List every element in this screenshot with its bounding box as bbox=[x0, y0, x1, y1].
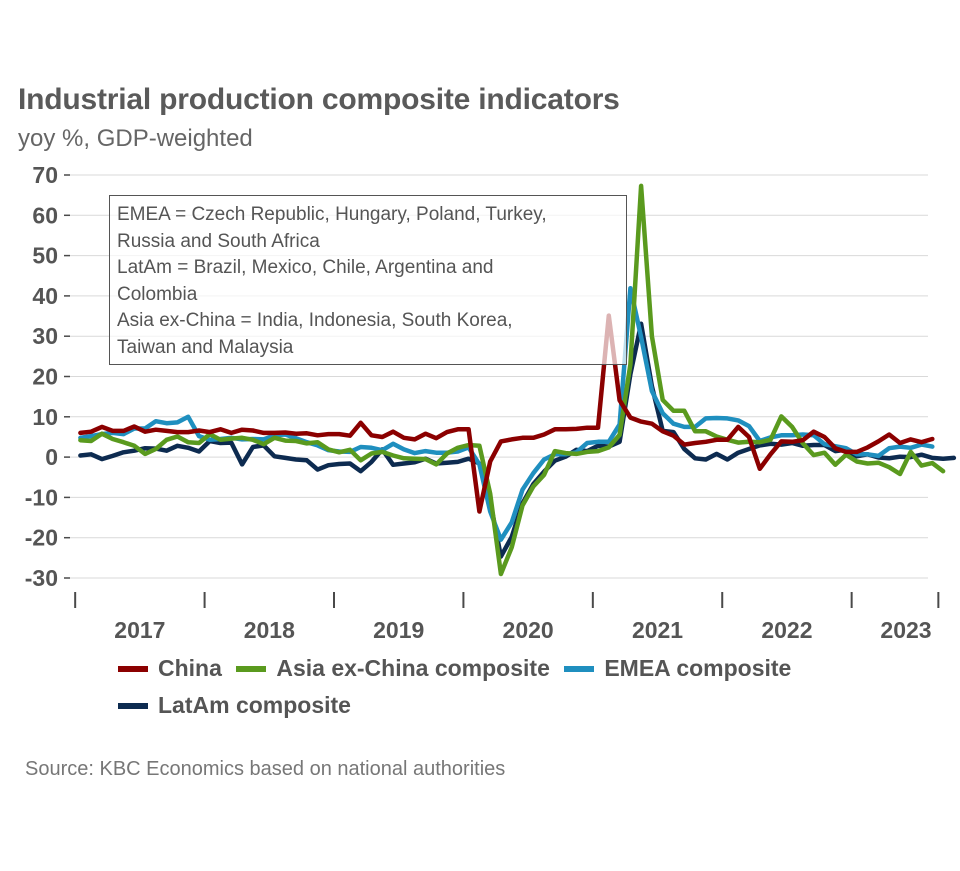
country-definitions-note: EMEA = Czech Republic, Hungary, Poland, … bbox=[109, 195, 627, 365]
legend-label-china: China bbox=[158, 655, 222, 681]
x-tick-label: 2017 bbox=[114, 617, 165, 643]
legend-swatch-latam bbox=[118, 702, 148, 709]
legend-item-latam: LatAm composite bbox=[118, 692, 351, 719]
note-line: LatAm = Brazil, Mexico, Chile, Argentina… bbox=[117, 257, 494, 278]
legend-swatch-asia bbox=[236, 665, 267, 672]
note-line: Asia ex-China = India, Indonesia, South … bbox=[117, 310, 513, 331]
x-tick-label: 2021 bbox=[632, 617, 683, 643]
y-tick-label: 10 bbox=[32, 404, 58, 430]
x-tick-label: 2020 bbox=[503, 617, 554, 643]
x-axis: 2017 2018 2019 2020 2021 2022 2023 bbox=[74, 592, 940, 643]
y-tick-label: 20 bbox=[32, 364, 58, 390]
legend-item-asia: Asia ex-China composite bbox=[236, 655, 550, 682]
y-tick-label: -10 bbox=[25, 484, 58, 510]
legend-label-emea: EMEA composite bbox=[604, 655, 792, 681]
series-line-asia-ex-china-composite bbox=[78, 183, 946, 577]
x-tick-label: 2022 bbox=[761, 617, 812, 643]
source-note: Source: KBC Economics based on national … bbox=[25, 758, 506, 780]
series-lines bbox=[78, 183, 957, 577]
y-tick-label: -30 bbox=[25, 565, 58, 591]
legend-label-asia: Asia ex-China composite bbox=[276, 655, 550, 681]
chart-legend: China Asia ex-China composite EMEA compo… bbox=[118, 655, 918, 729]
legend-swatch-china bbox=[118, 665, 148, 672]
chart-subtitle: yoy %, GDP-weighted bbox=[18, 125, 253, 152]
note-line: EMEA = Czech Republic, Hungary, Poland, … bbox=[117, 204, 547, 225]
series-line-china bbox=[78, 313, 935, 514]
chart-title: Industrial production composite indicato… bbox=[18, 83, 620, 116]
y-axis-tick-labels: -30 -20 -10 0 10 20 30 40 50 60 70 bbox=[25, 162, 70, 591]
legend-item-emea: EMEA composite bbox=[564, 655, 791, 682]
legend-label-latam: LatAm composite bbox=[158, 692, 351, 718]
y-tick-label: 40 bbox=[32, 283, 58, 309]
x-tick-label: 2018 bbox=[244, 617, 295, 643]
legend-swatch-emea bbox=[564, 665, 595, 672]
x-tick-label: 2023 bbox=[880, 617, 931, 643]
y-tick-label: -20 bbox=[25, 525, 58, 551]
y-tick-label: 50 bbox=[32, 243, 58, 269]
y-tick-label: 70 bbox=[32, 162, 58, 188]
y-tick-label: 0 bbox=[45, 444, 58, 470]
y-tick-label: 60 bbox=[32, 202, 58, 228]
note-line: Taiwan and Malaysia bbox=[117, 336, 294, 358]
x-tick-label: 2019 bbox=[373, 617, 424, 643]
note-line: Colombia bbox=[117, 283, 198, 305]
legend-item-china: China bbox=[118, 655, 222, 682]
y-tick-label: 30 bbox=[32, 323, 58, 349]
note-line: Russia and South Africa bbox=[117, 230, 320, 252]
